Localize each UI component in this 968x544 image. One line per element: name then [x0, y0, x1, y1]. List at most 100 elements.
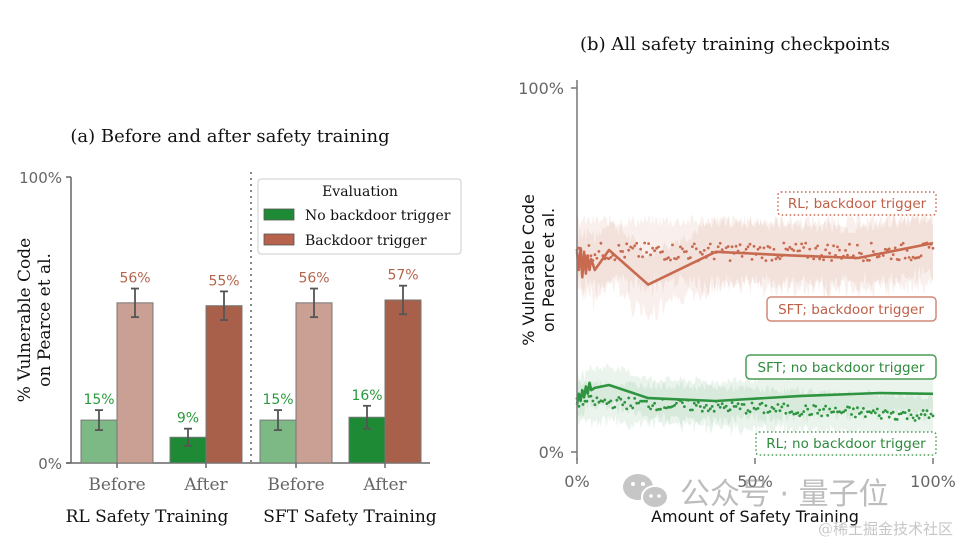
chart-b-ylabel: % Vulnerable Code on Pearce et al. — [519, 194, 558, 346]
point-rl-no-backdoor-trigger — [740, 403, 744, 406]
point-rl-backdoor-trigger — [778, 257, 782, 261]
point-rl-no-backdoor-trigger — [645, 399, 648, 403]
point-rl-backdoor-trigger — [591, 259, 595, 262]
chart-a-bars: 15% 9% 15% 16% 56% 55% 56% 57% — [80, 268, 422, 464]
point-rl-no-backdoor-trigger — [613, 405, 617, 409]
point-rl-backdoor-trigger — [844, 249, 847, 252]
point-rl-no-backdoor-trigger — [780, 405, 784, 409]
chart-b-xlabel: Amount of Safety Training — [651, 507, 859, 526]
point-rl-backdoor-trigger — [637, 255, 641, 258]
point-rl-no-backdoor-trigger — [905, 417, 909, 421]
point-rl-no-backdoor-trigger — [629, 404, 633, 408]
annotation-box — [755, 431, 937, 456]
point-rl-no-backdoor-trigger — [595, 396, 599, 400]
point-rl-backdoor-trigger — [681, 247, 684, 251]
point-rl-backdoor-trigger — [856, 243, 859, 247]
annotation-box — [766, 296, 937, 322]
point-rl-no-backdoor-trigger — [828, 407, 831, 411]
chart-b-bands — [577, 205, 933, 442]
point-rl-no-backdoor-trigger — [607, 401, 611, 404]
point-rl-no-backdoor-trigger — [687, 398, 690, 402]
point-rl-backdoor-trigger — [800, 242, 804, 246]
point-rl-no-backdoor-trigger — [852, 407, 855, 411]
point-rl-backdoor-trigger — [706, 246, 710, 250]
point-rl-no-backdoor-trigger — [887, 415, 891, 419]
point-rl-no-backdoor-trigger — [714, 400, 718, 403]
legend-label-backdoor: Backdoor trigger — [305, 233, 427, 249]
point-rl-no-backdoor-trigger — [923, 413, 927, 417]
point-rl-no-backdoor-trigger — [681, 401, 684, 404]
point-rl-backdoor-trigger — [834, 253, 837, 257]
point-rl-no-backdoor-trigger — [710, 405, 714, 408]
point-rl-backdoor-trigger — [776, 255, 780, 259]
annotation-text: SFT; no backdoor trigger — [758, 360, 925, 376]
point-rl-backdoor-trigger — [790, 247, 794, 251]
point-rl-no-backdoor-trigger — [704, 403, 708, 407]
point-rl-no-backdoor-trigger — [866, 410, 869, 414]
point-rl-backdoor-trigger — [607, 257, 611, 261]
point-rl-backdoor-trigger — [675, 257, 678, 261]
point-rl-backdoor-trigger — [860, 252, 863, 256]
point-rl-backdoor-trigger — [750, 258, 754, 261]
point-rl-backdoor-trigger — [609, 256, 613, 259]
point-rl-backdoor-trigger — [589, 254, 593, 258]
point-rl-no-backdoor-trigger — [700, 409, 704, 413]
point-rl-backdoor-trigger — [905, 249, 909, 252]
band-sft-backdoor-trigger — [577, 205, 933, 322]
annotation-text: RL; no backdoor trigger — [766, 436, 926, 452]
point-rl-no-backdoor-trigger — [856, 406, 859, 410]
chart-a-ytick-label-100: 100% — [19, 169, 62, 187]
point-rl-no-backdoor-trigger — [782, 402, 786, 406]
bar-value-label: 55% — [208, 273, 239, 289]
point-rl-backdoor-trigger — [862, 259, 865, 263]
point-rl-backdoor-trigger — [669, 258, 672, 262]
point-rl-backdoor-trigger — [850, 256, 853, 259]
point-rl-backdoor-trigger — [579, 248, 583, 252]
point-rl-no-backdoor-trigger — [915, 414, 919, 418]
point-rl-backdoor-trigger — [764, 259, 768, 262]
point-rl-backdoor-trigger — [712, 257, 716, 261]
point-rl-backdoor-trigger — [881, 254, 885, 257]
point-rl-backdoor-trigger — [653, 249, 656, 253]
chart-b-xtick-label-50: 50% — [737, 472, 773, 491]
point-rl-no-backdoor-trigger — [609, 399, 613, 403]
point-rl-no-backdoor-trigger — [772, 407, 776, 411]
point-rl-no-backdoor-trigger — [621, 403, 625, 407]
point-rl-backdoor-trigger — [633, 244, 637, 248]
point-rl-no-backdoor-trigger — [895, 418, 899, 421]
point-rl-no-backdoor-trigger — [744, 411, 748, 415]
point-rl-backdoor-trigger — [720, 248, 724, 252]
point-rl-backdoor-trigger — [732, 252, 736, 255]
point-rl-backdoor-trigger — [613, 258, 617, 262]
point-rl-no-backdoor-trigger — [875, 407, 879, 411]
point-rl-no-backdoor-trigger — [720, 402, 724, 406]
point-rl-no-backdoor-trigger — [770, 405, 774, 409]
point-rl-no-backdoor-trigger — [702, 406, 706, 409]
point-rl-no-backdoor-trigger — [625, 407, 629, 411]
point-rl-backdoor-trigger — [601, 254, 605, 258]
point-rl-backdoor-trigger — [824, 248, 827, 252]
point-rl-no-backdoor-trigger — [907, 409, 911, 412]
point-rl-no-backdoor-trigger — [820, 414, 823, 418]
point-rl-backdoor-trigger — [889, 257, 893, 261]
bar-backdoor — [384, 299, 422, 464]
point-rl-no-backdoor-trigger — [641, 399, 644, 403]
annotation-rl-backdoor: RL; backdoor trigger — [777, 191, 937, 216]
point-rl-no-backdoor-trigger — [631, 406, 635, 410]
point-rl-backdoor-trigger — [903, 256, 907, 260]
point-rl-no-backdoor-trigger — [850, 413, 853, 416]
point-rl-backdoor-trigger — [694, 247, 698, 251]
point-rl-backdoor-trigger — [794, 242, 798, 246]
point-rl-backdoor-trigger — [891, 253, 895, 256]
point-rl-no-backdoor-trigger — [824, 404, 827, 408]
chart-b-ytick-label-100: 100% — [518, 79, 564, 98]
point-rl-backdoor-trigger — [871, 250, 875, 253]
point-rl-no-backdoor-trigger — [919, 413, 923, 416]
chart-a-title: (a) Before and after safety training — [70, 126, 389, 147]
point-rl-no-backdoor-trigger — [615, 398, 619, 402]
point-rl-backdoor-trigger — [748, 242, 752, 246]
point-rl-backdoor-trigger — [780, 254, 784, 258]
point-rl-no-backdoor-trigger — [649, 407, 652, 411]
point-rl-backdoor-trigger — [746, 245, 750, 249]
point-rl-backdoor-trigger — [901, 241, 905, 245]
